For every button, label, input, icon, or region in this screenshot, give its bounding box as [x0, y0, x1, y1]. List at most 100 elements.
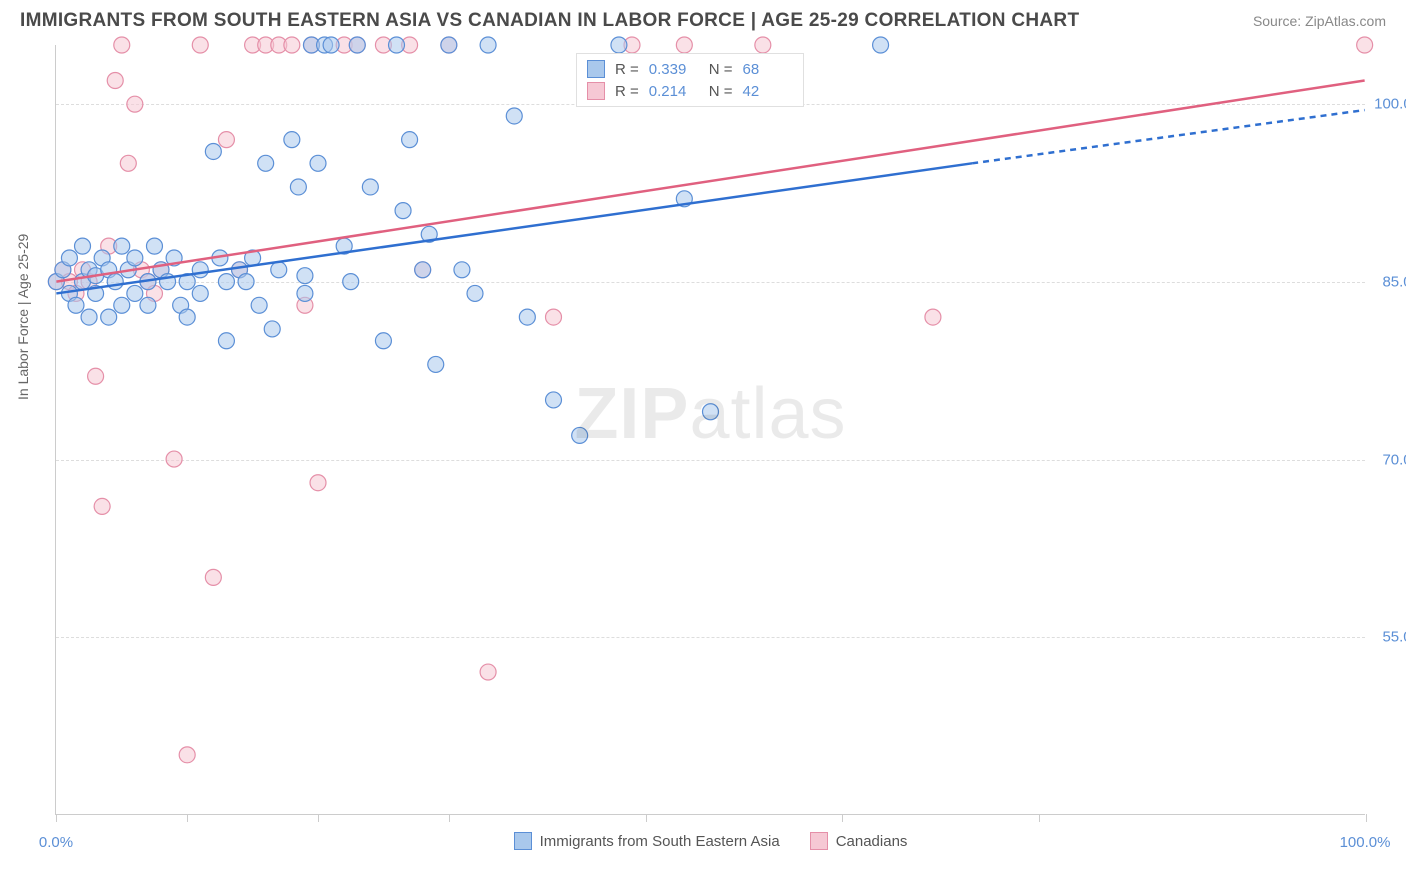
scatter-point	[349, 37, 365, 53]
x-min-label: 0.0%	[39, 834, 73, 851]
n-value: 68	[743, 61, 793, 78]
scatter-point	[873, 37, 889, 53]
scatter-point	[264, 321, 280, 337]
swatch-series1	[514, 832, 532, 850]
scatter-point	[218, 132, 234, 148]
scatter-point	[120, 155, 136, 171]
scatter-point	[94, 498, 110, 514]
swatch-series2	[587, 82, 605, 100]
chart-plot-area: R = 0.339 N = 68 R = 0.214 N = 42 ZIPatl…	[55, 45, 1365, 815]
scatter-point	[480, 664, 496, 680]
stats-row-series2: R = 0.214 N = 42	[587, 80, 793, 102]
scatter-point	[192, 285, 208, 301]
scatter-point	[428, 356, 444, 372]
scatter-point	[192, 262, 208, 278]
scatter-point	[703, 404, 719, 420]
scatter-point	[127, 96, 143, 112]
swatch-series1	[587, 60, 605, 78]
scatter-point	[519, 309, 535, 325]
legend-label: Immigrants from South Eastern Asia	[540, 833, 780, 850]
trend-line	[972, 110, 1364, 163]
scatter-point	[205, 143, 221, 159]
scatter-point	[284, 37, 300, 53]
scatter-point	[140, 297, 156, 313]
scatter-point	[192, 37, 208, 53]
scatter-point	[101, 309, 117, 325]
scatter-point	[205, 569, 221, 585]
y-tick-label: 55.0%	[1382, 629, 1406, 646]
scatter-point	[127, 285, 143, 301]
scatter-point	[323, 37, 339, 53]
scatter-point	[1357, 37, 1373, 53]
scatter-point	[114, 297, 130, 313]
scatter-point	[166, 451, 182, 467]
x-tick	[56, 814, 57, 822]
scatter-point	[179, 309, 195, 325]
scatter-point	[467, 285, 483, 301]
chart-title: IMMIGRANTS FROM SOUTH EASTERN ASIA VS CA…	[20, 10, 1079, 32]
scatter-point	[395, 203, 411, 219]
scatter-point	[107, 274, 123, 290]
scatter-point	[75, 238, 91, 254]
series-legend: Immigrants from South Eastern Asia Canad…	[56, 832, 1365, 850]
legend-label: Canadians	[836, 833, 908, 850]
x-tick	[646, 814, 647, 822]
scatter-point	[925, 309, 941, 325]
n-value: 42	[743, 83, 793, 100]
swatch-series2	[810, 832, 828, 850]
scatter-point	[258, 155, 274, 171]
scatter-point	[107, 73, 123, 89]
scatter-point	[61, 250, 77, 266]
scatter-point	[146, 238, 162, 254]
stats-row-series1: R = 0.339 N = 68	[587, 58, 793, 80]
scatter-point	[343, 274, 359, 290]
y-tick-label: 100.0%	[1374, 96, 1406, 113]
scatter-point	[251, 297, 267, 313]
trend-line	[56, 80, 1364, 281]
scatter-point	[271, 262, 287, 278]
n-label: N =	[709, 83, 733, 100]
trend-line	[56, 163, 972, 293]
scatter-point	[415, 262, 431, 278]
r-value: 0.339	[649, 61, 699, 78]
y-axis-label: In Labor Force | Age 25-29	[15, 234, 31, 400]
x-tick	[187, 814, 188, 822]
scatter-point	[127, 250, 143, 266]
scatter-point	[297, 268, 313, 284]
x-tick	[449, 814, 450, 822]
scatter-point	[310, 475, 326, 491]
scatter-point	[389, 37, 405, 53]
r-value: 0.214	[649, 83, 699, 100]
y-tick-label: 85.0%	[1382, 273, 1406, 290]
x-tick	[842, 814, 843, 822]
r-label: R =	[615, 83, 639, 100]
scatter-point	[611, 37, 627, 53]
scatter-point	[454, 262, 470, 278]
x-tick	[318, 814, 319, 822]
legend-item-series2: Canadians	[810, 832, 908, 850]
scatter-point	[179, 747, 195, 763]
scatter-point	[297, 285, 313, 301]
scatter-point	[480, 37, 496, 53]
scatter-point	[676, 37, 692, 53]
scatter-point	[375, 333, 391, 349]
legend-item-series1: Immigrants from South Eastern Asia	[514, 832, 780, 850]
scatter-point	[546, 392, 562, 408]
scatter-point	[441, 37, 457, 53]
x-tick	[1039, 814, 1040, 822]
scatter-point	[402, 132, 418, 148]
scatter-plot-svg	[56, 45, 1365, 814]
r-label: R =	[615, 61, 639, 78]
scatter-point	[114, 37, 130, 53]
scatter-point	[310, 155, 326, 171]
n-label: N =	[709, 61, 733, 78]
scatter-point	[68, 297, 84, 313]
scatter-point	[362, 179, 378, 195]
scatter-point	[218, 274, 234, 290]
scatter-point	[290, 179, 306, 195]
scatter-point	[218, 333, 234, 349]
scatter-point	[88, 368, 104, 384]
scatter-point	[546, 309, 562, 325]
scatter-point	[506, 108, 522, 124]
scatter-point	[755, 37, 771, 53]
